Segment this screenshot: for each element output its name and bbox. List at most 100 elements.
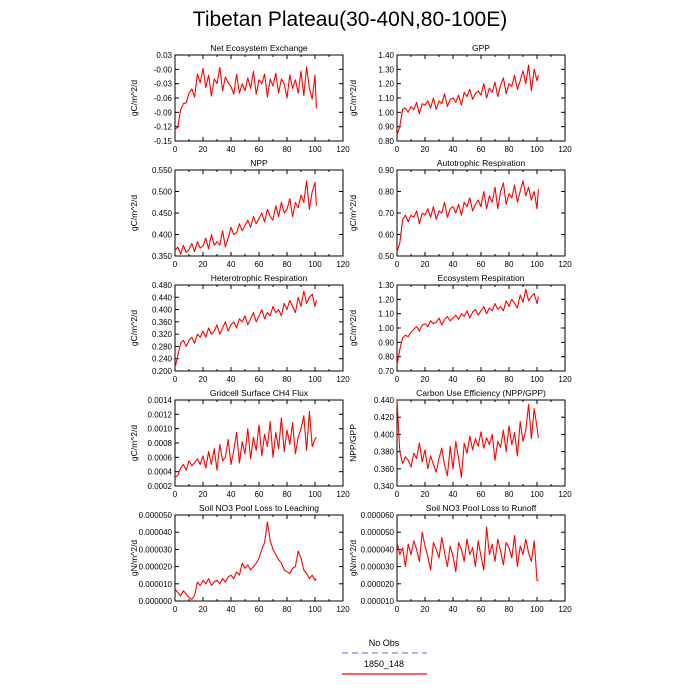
panel-title: Heterotrophic Respiration — [211, 273, 308, 283]
plot-frame — [396, 399, 566, 487]
y-tick-label: -0.09 — [154, 108, 173, 117]
y-tick-label: 0.000030 — [361, 563, 395, 572]
y-tick-label: 0.000050 — [139, 511, 173, 520]
y-tick-label: 0.000000 — [139, 597, 173, 606]
x-tick-label: 120 — [336, 605, 350, 614]
y-tick-label: 1.30 — [378, 281, 394, 290]
y-tick-label: 0.380 — [374, 448, 395, 457]
y-tick-label: 0.90 — [378, 166, 394, 175]
chart-panel-9: Soil NO3 Pool Loss to Leaching 0 20 40 60 80 1… — [129, 503, 350, 614]
x-tick-label: 20 — [199, 375, 208, 384]
x-tick-label: 100 — [530, 375, 544, 384]
y-axis-label: NPP/GPP — [348, 424, 358, 462]
y-tick-label: 0.500 — [152, 188, 173, 197]
y-tick-label: 0.440 — [152, 293, 173, 302]
chart-panel-2: GPP 0 20 40 60 80 100 120 1.40 1.30 1.20 1.10 1.00 0.… — [348, 43, 572, 154]
y-tick-label: -0.06 — [154, 94, 173, 103]
x-tick-label: 60 — [255, 375, 264, 384]
y-tick-label: 1.00 — [378, 108, 394, 117]
y-tick-label: 0.0004 — [148, 468, 173, 477]
chart-panel-3: NPP 0 20 40 60 80 100 120 0.550 0.500 0.450 0.400 0.… — [129, 158, 350, 269]
y-tick-label: 0.400 — [152, 306, 173, 315]
panel-title: GPP — [472, 43, 490, 53]
y-tick-label: -0.03 — [154, 80, 173, 89]
y-tick-label: 1.20 — [378, 80, 394, 89]
x-tick-label: 100 — [308, 260, 322, 269]
plot-frame — [174, 54, 344, 142]
plot-frame — [174, 284, 344, 372]
y-axis-label: gC/m^2/d — [129, 310, 139, 346]
chart-panel-6: Ecosystem Respiration 0 20 40 60 80 100 120 1.30… — [348, 273, 572, 384]
x-tick-label: 60 — [255, 490, 264, 499]
y-axis-label: gC/m^2/d — [129, 80, 139, 116]
x-tick-label: 80 — [505, 375, 514, 384]
y-tick-label: 0.0002 — [148, 482, 173, 491]
y-tick-label: 1.40 — [378, 51, 394, 60]
plot-frame — [174, 399, 344, 487]
y-tick-label: 0.000030 — [139, 545, 173, 554]
plot-frame — [396, 284, 566, 372]
y-tick-label: 0.480 — [152, 281, 173, 290]
y-tick-label: 0.280 — [152, 342, 173, 351]
series-line — [174, 66, 317, 130]
legend-label-obs: No Obs — [369, 638, 400, 648]
x-tick-label: 40 — [449, 490, 458, 499]
x-tick-label: 20 — [199, 490, 208, 499]
y-tick-label: 1.10 — [378, 94, 394, 103]
y-tick-label: 0.200 — [152, 367, 173, 376]
x-tick-label: 60 — [477, 260, 486, 269]
x-tick-label: 120 — [558, 260, 572, 269]
y-tick-label: 1.30 — [378, 65, 394, 74]
y-tick-label: 0.360 — [152, 318, 173, 327]
series-line — [174, 180, 317, 255]
plot-frame — [174, 169, 344, 257]
y-tick-label: -0.15 — [154, 137, 173, 146]
plot-frame — [396, 54, 566, 142]
x-tick-label: 120 — [558, 145, 572, 154]
series-line — [174, 290, 317, 369]
y-tick-label: 0.90 — [378, 338, 394, 347]
y-tick-label: 0.000020 — [139, 563, 173, 572]
y-axis-label: gC/m^2/d — [348, 80, 358, 116]
x-tick-label: 20 — [421, 145, 430, 154]
y-tick-label: 1.10 — [378, 310, 394, 319]
x-tick-label: 100 — [530, 490, 544, 499]
y-axis-label: gC/m^2/d — [129, 425, 139, 461]
x-tick-label: 100 — [308, 605, 322, 614]
x-tick-label: 0 — [395, 490, 400, 499]
x-tick-label: 80 — [283, 145, 292, 154]
y-tick-label: 1.00 — [378, 324, 394, 333]
x-tick-label: 60 — [477, 490, 486, 499]
x-tick-label: 0 — [395, 605, 400, 614]
x-tick-label: 120 — [336, 145, 350, 154]
series-line — [396, 288, 539, 366]
y-tick-label: 0.000010 — [361, 597, 395, 606]
x-tick-label: 60 — [255, 260, 264, 269]
chart-panel-4: Autotrophic Respiration 0 20 40 60 80 100 120 0.… — [348, 158, 572, 269]
legend: No Obs 1850_148 — [342, 638, 427, 675]
x-tick-label: 0 — [395, 145, 400, 154]
x-tick-label: 100 — [530, 605, 544, 614]
x-tick-label: 120 — [336, 260, 350, 269]
chart-panel-8: Carbon Use Efficiency (NPP/GPP) 0 20 40 60 80… — [348, 388, 572, 499]
y-tick-label: 0.000040 — [361, 545, 395, 554]
x-tick-label: 80 — [283, 490, 292, 499]
x-tick-label: 0 — [395, 375, 400, 384]
x-tick-label: 120 — [558, 605, 572, 614]
x-tick-label: 80 — [283, 260, 292, 269]
x-tick-label: 40 — [449, 260, 458, 269]
y-axis-label: gC/m^2/d — [348, 195, 358, 231]
x-tick-label: 40 — [227, 260, 236, 269]
x-tick-label: 60 — [477, 145, 486, 154]
series-line — [396, 399, 539, 478]
x-tick-label: 100 — [308, 375, 322, 384]
y-tick-label: 0.0012 — [148, 410, 173, 419]
y-tick-label: 0.60 — [378, 231, 394, 240]
y-tick-label: 0.320 — [152, 330, 173, 339]
x-tick-label: 0 — [173, 375, 178, 384]
panel-title: Net Ecosystem Exchange — [210, 43, 308, 53]
chart-panel-5: Heterotrophic Respiration 0 20 40 60 80 100 120… — [129, 273, 350, 384]
y-tick-label: 0.420 — [374, 413, 395, 422]
y-tick-label: 0.400 — [152, 231, 173, 240]
